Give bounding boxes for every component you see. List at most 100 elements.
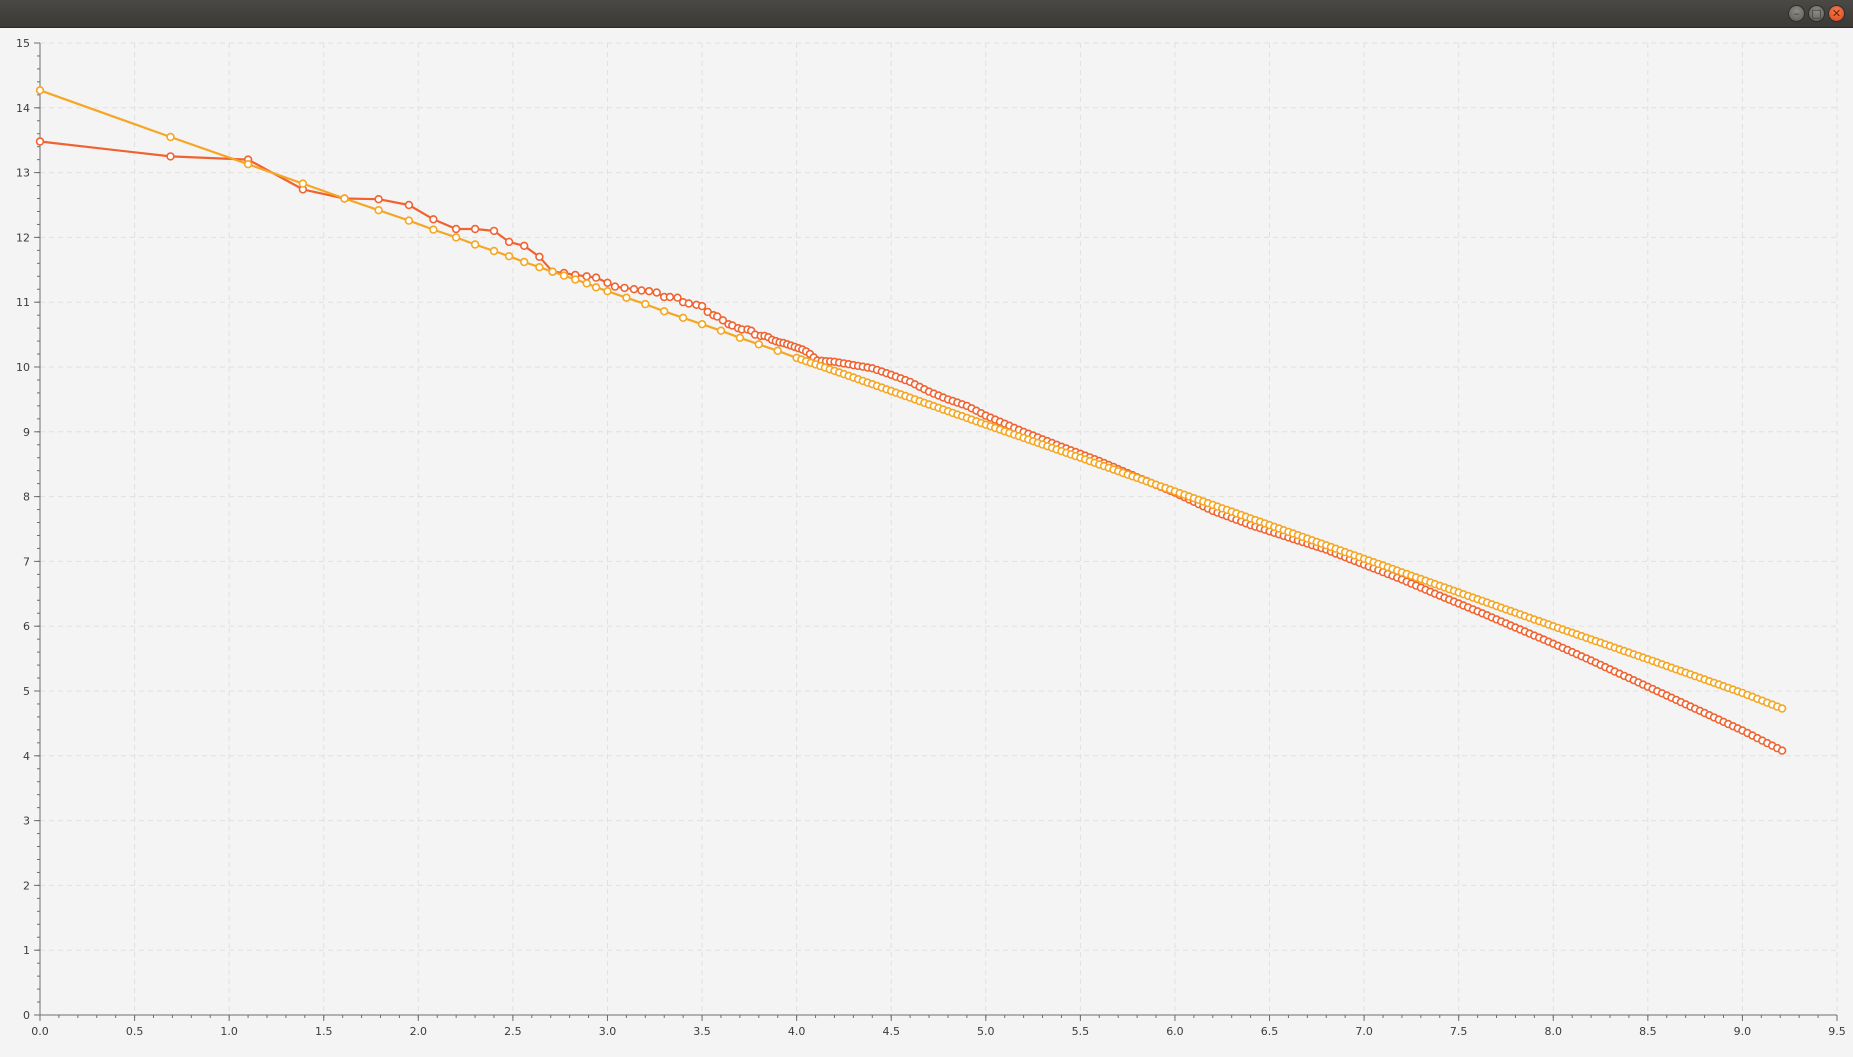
- data-point: [489, 226, 499, 236]
- x-tick-label: 4.5: [882, 1025, 900, 1038]
- y-tick-label: 15: [16, 37, 30, 50]
- data-point: [489, 246, 499, 256]
- series-layer: [35, 86, 1787, 755]
- x-tick-label: 9.0: [1734, 1025, 1752, 1038]
- data-point: [519, 257, 529, 267]
- close-button[interactable]: ✕: [1828, 5, 1845, 22]
- data-point: [451, 233, 461, 242]
- x-tick-label: 7.0: [1355, 1025, 1373, 1038]
- data-point: [374, 206, 383, 215]
- data-point: [404, 216, 414, 225]
- data-point: [429, 225, 438, 234]
- x-tick-label: 4.0: [788, 1025, 806, 1038]
- y-tick-label: 4: [23, 750, 30, 763]
- data-point: [629, 285, 639, 294]
- data-point: [620, 283, 629, 293]
- data-point: [603, 278, 612, 288]
- data-point: [519, 241, 529, 251]
- data-point: [773, 346, 782, 355]
- window-controls: – □ ✕: [1788, 5, 1845, 22]
- y-tick-label: 11: [16, 296, 30, 309]
- x-tick-label: 9.5: [1828, 1025, 1846, 1038]
- data-point: [644, 287, 654, 296]
- data-point: [712, 312, 722, 321]
- y-tick-label: 3: [23, 815, 30, 828]
- x-tick-label: 0.0: [31, 1025, 49, 1038]
- data-point: [535, 263, 544, 272]
- data-point: [684, 299, 693, 308]
- data-point: [166, 152, 175, 161]
- data-point: [678, 313, 688, 322]
- data-point: [1777, 704, 1787, 713]
- data-point: [735, 333, 745, 342]
- y-tick-label: 1: [23, 944, 30, 957]
- data-point: [652, 288, 661, 297]
- data-point: [582, 279, 591, 288]
- data-point: [548, 267, 557, 276]
- data-point: [35, 86, 45, 95]
- data-point: [340, 194, 349, 203]
- x-tick-label: 1.0: [220, 1025, 238, 1038]
- y-tick-label: 10: [16, 361, 30, 374]
- data-point: [697, 301, 707, 311]
- data-point: [665, 292, 675, 302]
- y-tick-label: 8: [23, 491, 30, 504]
- data-point: [243, 160, 253, 169]
- x-tick-label: 2.5: [504, 1025, 522, 1038]
- series-1: [35, 86, 1787, 713]
- data-point: [673, 293, 682, 302]
- minimize-button[interactable]: –: [1788, 5, 1805, 22]
- data-point: [637, 286, 646, 295]
- y-tick-label: 9: [23, 426, 30, 439]
- axes: 0.0 0.5 1.0 1.5 2.0 2.5 3.0 3.5 4.0 4.5 5.0 5.5 6.0 6…: [16, 37, 1846, 1038]
- data-point: [641, 299, 650, 309]
- x-tick-label: 3.0: [599, 1025, 617, 1038]
- data-point: [697, 320, 707, 329]
- x-tick-label: 3.5: [693, 1025, 711, 1038]
- x-tick-label: 6.5: [1261, 1025, 1279, 1038]
- y-tick-label: 0: [23, 1009, 30, 1022]
- grid: [40, 42, 1838, 1015]
- data-point: [470, 224, 480, 234]
- data-point: [504, 252, 514, 261]
- window-titlebar: – □ ✕: [0, 0, 1853, 28]
- y-tick-label: 7: [23, 555, 30, 568]
- y-tick-label: 2: [23, 879, 30, 892]
- y-tick-label: 12: [16, 231, 30, 244]
- data-point: [591, 273, 601, 282]
- data-point: [659, 307, 669, 316]
- data-point: [603, 287, 612, 296]
- data-point: [718, 316, 728, 325]
- data-point: [1777, 746, 1787, 755]
- data-point: [559, 271, 569, 280]
- data-point: [622, 293, 631, 302]
- y-tick-label: 13: [16, 167, 30, 180]
- maximize-button[interactable]: □: [1808, 5, 1825, 22]
- data-point: [535, 252, 544, 262]
- x-tick-label: 8.0: [1545, 1025, 1563, 1038]
- x-tick-label: 8.5: [1639, 1025, 1657, 1038]
- data-point: [610, 282, 620, 291]
- data-point: [591, 283, 601, 292]
- data-point: [451, 224, 461, 234]
- data-point: [404, 200, 414, 210]
- data-point: [470, 240, 480, 249]
- data-point: [298, 179, 308, 188]
- data-point: [754, 340, 763, 349]
- y-tick-label: 5: [23, 685, 30, 698]
- data-point: [166, 132, 175, 142]
- x-tick-label: 5.0: [977, 1025, 995, 1038]
- series-line: [39, 140, 1783, 752]
- data-point: [35, 137, 45, 146]
- data-point: [582, 272, 591, 281]
- data-point: [716, 326, 726, 335]
- x-tick-label: 2.0: [410, 1025, 428, 1038]
- line-chart: 0.0 0.5 1.0 1.5 2.0 2.5 3.0 3.5 4.0 4.5 5.0 5.5 6.0 6…: [16, 37, 1846, 1038]
- chart-area: 0.0 0.5 1.0 1.5 2.0 2.5 3.0 3.5 4.0 4.5 5.0 5.5 6.0 6…: [0, 28, 1853, 1053]
- x-tick-label: 5.5: [1072, 1025, 1090, 1038]
- data-point: [374, 195, 383, 204]
- data-point: [504, 237, 514, 247]
- x-tick-label: 6.0: [1166, 1025, 1184, 1038]
- x-tick-label: 7.5: [1450, 1025, 1468, 1038]
- y-tick-label: 14: [16, 102, 30, 115]
